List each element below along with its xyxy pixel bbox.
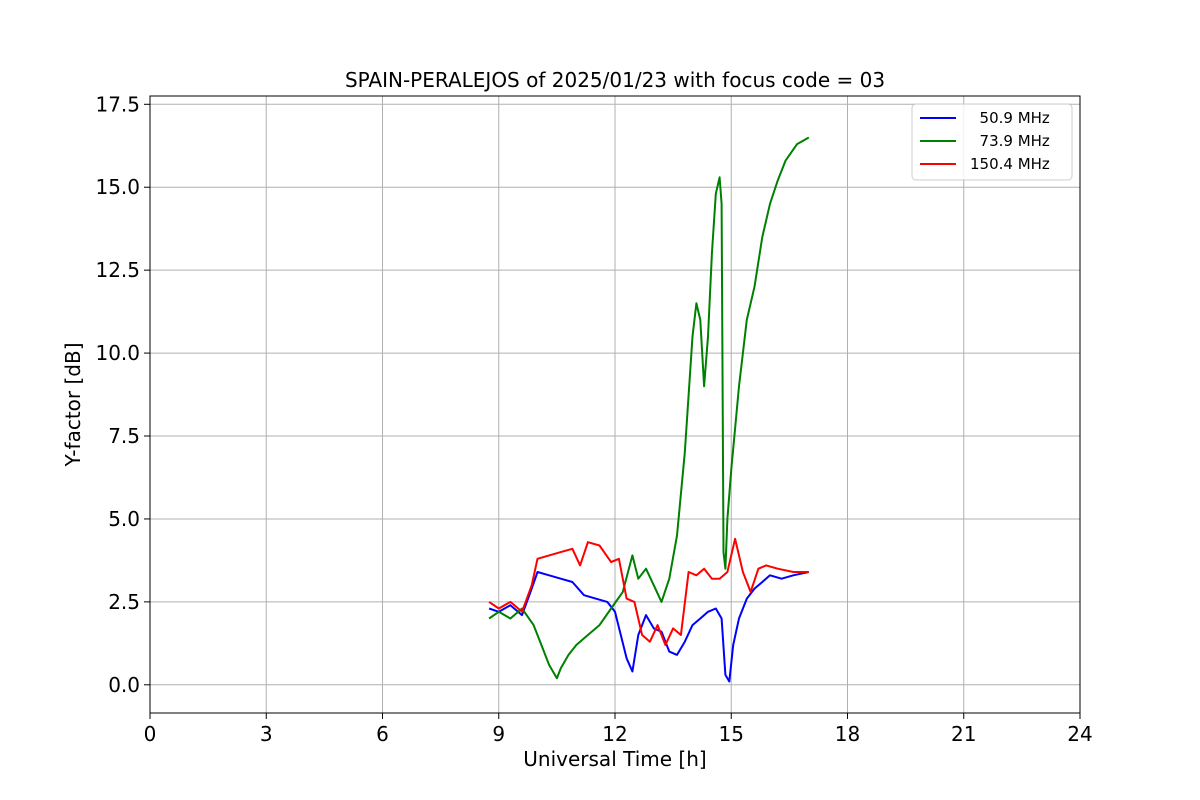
x-axis-label: Universal Time [h] (523, 747, 706, 771)
y-tick-label: 12.5 (95, 258, 140, 282)
x-tick-label: 21 (951, 722, 976, 746)
y-tick-label: 0.0 (108, 673, 140, 697)
x-tick-label: 6 (376, 722, 389, 746)
x-tick-label: 12 (602, 722, 627, 746)
x-tick-label: 18 (835, 722, 860, 746)
x-tick-label: 15 (719, 722, 744, 746)
y-tick-label: 15.0 (95, 175, 140, 199)
legend-label: 150.4 MHz (970, 155, 1050, 173)
y-axis-label: Y-factor [dB] (61, 342, 85, 467)
series-line-3 (488, 537, 809, 646)
y-tick-label: 5.0 (108, 507, 140, 531)
series-line-1 (488, 571, 810, 683)
legend-label: 50.9 MHz (970, 109, 1050, 127)
x-tick-label: 3 (260, 722, 273, 746)
x-tick-label: 0 (144, 722, 157, 746)
axis-ticks: 0 3 6 9 12 15 18 21 24 0.0 2.5 5.0 7.5 10.0 12.5 15.0 17… (95, 92, 1092, 746)
y-tick-label: 10.0 (95, 341, 140, 365)
x-tick-label: 24 (1067, 722, 1092, 746)
legend-box (911, 103, 1073, 181)
series-layer (488, 136, 810, 683)
x-tick-label: 9 (492, 722, 505, 746)
y-tick-label: 7.5 (108, 424, 140, 448)
legend-label: 73.9 MHz (970, 132, 1050, 150)
chart-title: SPAIN-PERALEJOS of 2025/01/23 with focus… (345, 68, 885, 92)
series-line-2 (488, 136, 810, 680)
y-tick-label: 17.5 (95, 92, 140, 116)
grid (149, 96, 1081, 713)
legend: 50.9 MHz 73.9 MHz 150.4 MHz (911, 103, 1073, 181)
y-tick-label: 2.5 (108, 590, 140, 614)
